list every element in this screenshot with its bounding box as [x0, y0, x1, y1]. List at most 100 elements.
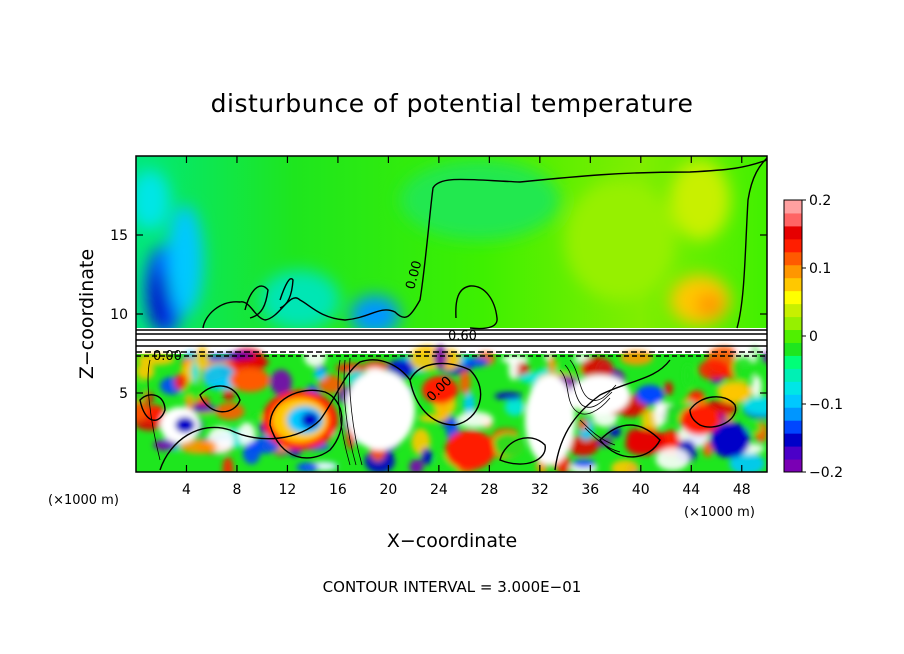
- field-feature: [525, 375, 575, 465]
- field-blob: [233, 357, 270, 367]
- colorbar-swatch: [784, 355, 802, 369]
- field-blob: [136, 402, 148, 421]
- colorbar-swatch: [784, 251, 802, 266]
- field-blob: [504, 398, 525, 416]
- field-blob: [202, 363, 236, 391]
- field-feature: [345, 370, 415, 450]
- field-feature: [175, 417, 195, 433]
- colorbar-swatch: [784, 200, 802, 214]
- colorbar-swatch: [784, 446, 802, 460]
- chart-title: disturbunce of potential temperature: [211, 89, 694, 118]
- field-blob: [463, 392, 476, 418]
- x-tick-label: 4: [182, 482, 191, 498]
- upper-anomalies: [136, 160, 730, 335]
- field-blob: [174, 373, 188, 391]
- y-tick-label: 10: [110, 307, 128, 323]
- field-blob: [683, 363, 692, 388]
- colorbar-swatch: [784, 394, 802, 408]
- field-blob: [608, 426, 622, 438]
- field-blob: [580, 357, 614, 381]
- field-blob: [572, 459, 596, 468]
- colorbar-tick-label: −0.1: [809, 397, 843, 413]
- field-feature: [445, 430, 495, 470]
- colorbar-swatch: [784, 316, 802, 331]
- contour-lines: [136, 157, 767, 471]
- field-blob: [153, 439, 178, 451]
- y-axis-label: Z−coordinate: [76, 249, 98, 379]
- contour-label-3: 0.00: [153, 349, 182, 364]
- field-blob: [731, 355, 756, 382]
- field-blob: [620, 350, 653, 366]
- x-tick-label: 28: [480, 482, 498, 498]
- x-ticks: 4 8 12 16 20 24 28 32 36 40 44 48: [182, 156, 751, 498]
- x-tick-label: 8: [232, 482, 241, 498]
- colorbar-swatch: [784, 277, 802, 292]
- field-blob: [223, 387, 235, 401]
- field-blob: [270, 369, 292, 395]
- field-blob: [653, 401, 666, 427]
- field-feature: [710, 422, 750, 458]
- y-tick-label: 15: [110, 228, 128, 244]
- field-blob: [751, 375, 762, 399]
- colorbar-swatch: [784, 212, 802, 227]
- colorbar-swatch: [784, 420, 802, 434]
- field-blob: [409, 459, 424, 472]
- field-blob: [195, 346, 209, 370]
- contour-lines-fine: [147, 357, 621, 466]
- field-blob: [719, 385, 750, 404]
- x-tick-label: 36: [581, 482, 599, 498]
- field-blob: [547, 355, 556, 374]
- colorbar-tick-label: 0.1: [809, 261, 831, 277]
- field-feature: [680, 405, 720, 435]
- colorbar-swatch: [784, 433, 802, 447]
- x-tick-label: 44: [682, 482, 700, 498]
- x-unit-right: (×1000 m): [684, 505, 755, 520]
- field-blob: [237, 422, 256, 446]
- field-blob: [627, 428, 666, 456]
- colorbar-swatch: [784, 329, 802, 343]
- colorbar-swatch: [784, 303, 802, 318]
- field-blob: [215, 402, 245, 420]
- x-axis-label: X−coordinate: [387, 530, 517, 552]
- y-ticks: 5 10 15: [110, 228, 767, 402]
- field-blob: [611, 460, 639, 472]
- y-tick-label: 5: [119, 386, 128, 402]
- field-blob: [222, 456, 234, 472]
- field-blob: [492, 432, 524, 458]
- field-blob: [655, 447, 690, 471]
- field-blob: [214, 440, 234, 447]
- field-blob: [494, 392, 523, 401]
- colorbar-tick-label: −0.2: [809, 465, 843, 481]
- x-tick-label: 16: [329, 482, 347, 498]
- field-blob: [742, 396, 767, 415]
- colorbar-swatch: [784, 407, 802, 421]
- x-tick-label: 24: [430, 482, 448, 498]
- contour-label-1: 0.00: [403, 259, 425, 291]
- field-blob: [313, 367, 327, 381]
- x-tick-label: 40: [632, 482, 650, 498]
- colorbar: 0.2 0.1 0 −0.1 −0.2: [783, 193, 843, 481]
- field-blob: [577, 418, 588, 431]
- colorbar-swatch: [784, 368, 802, 382]
- x-tick-label: 12: [279, 482, 297, 498]
- contour-interval-note: CONTOUR INTERVAL = 3.000E−01: [323, 578, 582, 596]
- field-blob: [465, 357, 489, 367]
- x-unit-left: (×1000 m): [48, 493, 119, 508]
- field-blob: [433, 344, 447, 370]
- field-blob: [688, 390, 705, 402]
- contour-label-2: 0.60: [448, 329, 477, 344]
- x-tick-label: 48: [733, 482, 751, 498]
- colorbar-swatch: [784, 225, 802, 240]
- field-blob: [702, 440, 713, 458]
- x-tick-label: 32: [531, 482, 549, 498]
- colorbar-tick-label: 0: [809, 329, 818, 345]
- field-blob: [296, 462, 319, 472]
- field-blob: [664, 381, 673, 396]
- field-blob: [456, 411, 494, 428]
- x-tick-label: 20: [379, 482, 397, 498]
- colorbar-swatch: [784, 238, 802, 253]
- field-blob: [179, 438, 218, 454]
- field-feature: [230, 368, 270, 392]
- field-blob: [761, 352, 767, 364]
